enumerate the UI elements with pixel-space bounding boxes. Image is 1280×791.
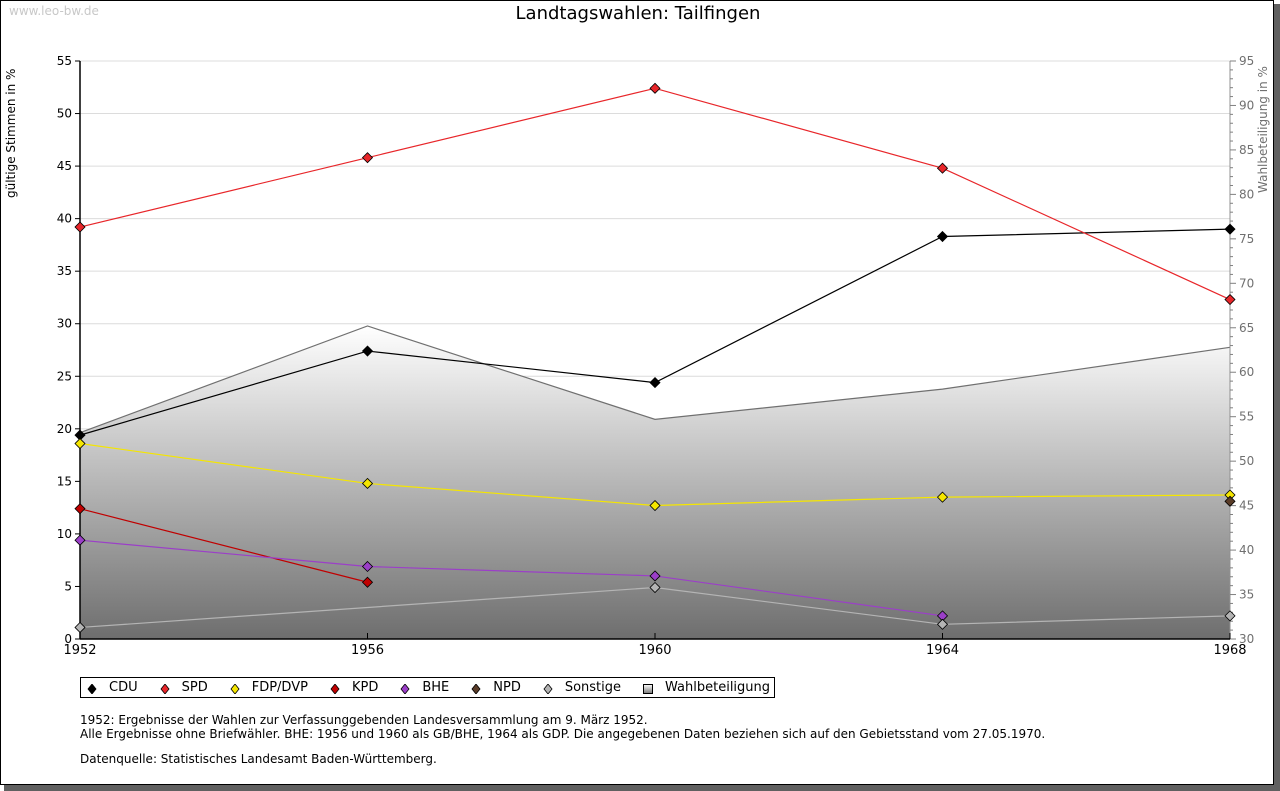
y-tick-label-left: 40 xyxy=(57,212,72,226)
data-point-fdp-dvp xyxy=(361,477,374,490)
legend-diamond-icon xyxy=(543,682,553,695)
x-tick-label: 1960 xyxy=(638,643,671,658)
y-tick-label-right: 30 xyxy=(1239,632,1254,646)
y-tick-label-right: 40 xyxy=(1239,543,1254,557)
data-point-spd xyxy=(649,82,661,94)
data-point-spd xyxy=(74,221,86,233)
legend-label: FDP/DVP xyxy=(251,680,308,695)
data-point-sonstige xyxy=(1224,610,1236,622)
y-tick-label-right: 70 xyxy=(1239,276,1254,290)
data-point-cdu xyxy=(649,377,661,389)
legend-diamond-icon xyxy=(400,682,410,695)
y-tick-label-right: 55 xyxy=(1239,410,1254,424)
legend-item: FDP/DVP xyxy=(230,680,308,695)
data-point-sonstige xyxy=(649,581,661,594)
frame-shadow-right xyxy=(1274,4,1280,791)
legend-item: CDU xyxy=(87,680,138,695)
legend-label: SPD xyxy=(181,680,208,695)
legend-item: KPD xyxy=(330,680,378,695)
series-markers xyxy=(74,82,1236,634)
legend-label: NPD xyxy=(493,680,521,695)
legend-diamond-icon xyxy=(230,682,240,695)
legend-diamond-icon xyxy=(160,682,170,695)
x-tick-label: 1964 xyxy=(926,643,959,658)
y-tick-label-right: 35 xyxy=(1239,588,1254,602)
series-line-kpd xyxy=(79,508,368,583)
x-tick-label: 1952 xyxy=(63,643,96,658)
y-tick-label-left: 25 xyxy=(57,369,72,383)
series-line-spd xyxy=(79,87,1231,301)
y-tick-label-right: 80 xyxy=(1239,187,1254,201)
y-tick-label-left: 30 xyxy=(57,317,72,331)
y-tick-label-right: 75 xyxy=(1239,232,1254,246)
y-tick-label-left: 0 xyxy=(64,632,72,646)
legend-diamond-icon xyxy=(87,682,97,695)
data-point-spd xyxy=(361,152,374,164)
x-tick-label: 1956 xyxy=(351,643,384,658)
data-point-sonstige xyxy=(936,618,949,630)
y-tick-label-right: 90 xyxy=(1239,98,1254,112)
data-point-cdu xyxy=(361,345,374,357)
y-tick-label-right: 60 xyxy=(1239,365,1254,379)
data-point-spd xyxy=(936,162,949,174)
y-tick-label-right: 95 xyxy=(1239,54,1254,68)
y-tick-label-left: 45 xyxy=(57,159,72,173)
y-tick-label-left: 15 xyxy=(57,474,72,488)
legend-label: Sonstige xyxy=(564,680,622,695)
legend-diamond-icon xyxy=(330,682,340,695)
turnout-area xyxy=(79,325,1231,639)
legend-item: NPD xyxy=(471,680,521,695)
turnout-line xyxy=(79,325,1231,434)
watermark: www.leo-bw.de xyxy=(9,4,99,18)
x-tick-label: 1968 xyxy=(1213,643,1246,658)
data-point-bhe xyxy=(649,570,661,582)
series-line-bhe xyxy=(79,539,943,617)
data-point-spd xyxy=(1224,293,1236,306)
data-point-sonstige xyxy=(74,621,86,634)
legend-item: Wahlbeteiligung xyxy=(643,680,770,695)
y-tick-label-right: 65 xyxy=(1239,321,1254,335)
data-point-cdu xyxy=(1224,223,1236,235)
data-point-bhe xyxy=(361,560,374,573)
legend-diamond-icon xyxy=(471,682,481,695)
y-tick-label-left: 10 xyxy=(57,527,72,541)
data-point-fdp-dvp xyxy=(936,491,949,503)
data-source: Datenquelle: Statistisches Landesamt Bad… xyxy=(80,752,437,766)
chart-notes: 1952: Ergebnisse der Wahlen zur Verfassu… xyxy=(80,713,1045,741)
note-line: 1952: Ergebnisse der Wahlen zur Verfassu… xyxy=(80,713,648,727)
chart-title: Landtagswahlen: Tailfingen xyxy=(515,3,761,24)
legend-label: Wahlbeteiligung xyxy=(665,680,771,695)
legend-item: SPD xyxy=(160,680,208,695)
y-tick-label-right: 50 xyxy=(1239,454,1254,468)
legend: CDU SPD FDP/DVP KPD BHE NPD Sonstige Wahlbeteil… xyxy=(80,677,776,698)
y-tick-label-left: 35 xyxy=(57,264,72,278)
chart-plot: 0 5 10 15 20 25 30 35 40 45 50 55 30 35 40 45 50 55 60 65 70… xyxy=(57,54,1255,658)
turnout-area-fill xyxy=(80,325,1230,639)
y-tick-label-right: 45 xyxy=(1239,499,1254,513)
legend-square-icon xyxy=(643,683,654,694)
frame-shadow-bottom xyxy=(4,785,1280,791)
data-point-fdp-dvp xyxy=(649,499,661,512)
data-point-fdp-dvp xyxy=(74,437,86,450)
y-tick-label-left: 5 xyxy=(64,579,72,593)
data-point-kpd xyxy=(361,576,374,588)
legend-label: CDU xyxy=(109,680,138,695)
note-line: Alle Ergebnisse ohne Briefwähler. BHE: 1… xyxy=(80,727,1046,741)
data-point-bhe xyxy=(74,534,86,546)
y-tick-label-right: 85 xyxy=(1239,143,1254,157)
legend-item: Sonstige xyxy=(543,680,621,695)
legend-item: BHE xyxy=(400,680,449,695)
data-point-npd xyxy=(1224,495,1236,507)
axes: 0 5 10 15 20 25 30 35 40 45 50 55 30 35 40 45 50 55 60 65 70… xyxy=(57,54,1255,658)
legend-label: BHE xyxy=(422,680,450,695)
y-tick-label-left: 50 xyxy=(57,107,72,121)
legend-label: KPD xyxy=(351,680,379,695)
y-tick-label-left: 55 xyxy=(57,54,72,68)
y-tick-label-left: 20 xyxy=(57,422,72,436)
data-point-cdu xyxy=(936,230,949,243)
data-point-kpd xyxy=(74,503,86,515)
